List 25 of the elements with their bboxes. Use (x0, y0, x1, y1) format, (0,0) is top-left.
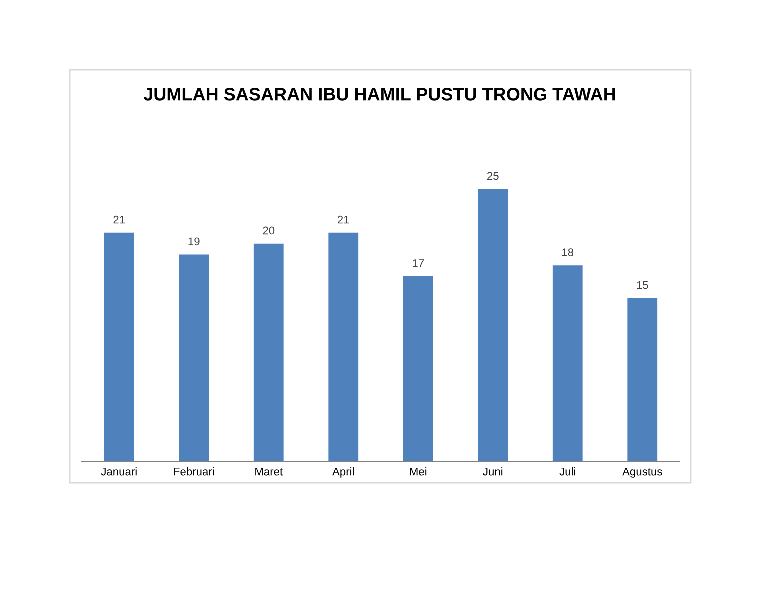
bar (254, 244, 284, 462)
data-label: 15 (637, 281, 648, 290)
bar (628, 298, 658, 462)
data-label: 20 (263, 226, 275, 235)
data-label: 25 (488, 172, 499, 180)
x-tick-label: April (332, 468, 354, 478)
data-label: 21 (114, 216, 126, 224)
bar (179, 254, 210, 462)
x-tick-label: Juli (560, 468, 576, 476)
bar (104, 232, 134, 462)
x-tick-label: Mei (410, 468, 427, 476)
data-label: 17 (413, 260, 424, 268)
x-tick-label: Agustus (622, 468, 662, 478)
bar (328, 232, 359, 462)
chart-title: JUMLAH SASARAN IBU HAMIL PUSTU TRONG TAWAH (144, 88, 616, 101)
data-label: 19 (188, 238, 200, 246)
data-label: 21 (338, 216, 350, 224)
bar (552, 266, 583, 462)
x-tick-label: Maret (256, 468, 283, 476)
x-tick-label: Juni (483, 468, 503, 476)
bar (478, 189, 508, 462)
x-tick-label: Februari (174, 468, 214, 476)
data-label: 18 (562, 248, 574, 256)
bar (403, 276, 434, 462)
x-tick-label: Januari (101, 468, 137, 476)
